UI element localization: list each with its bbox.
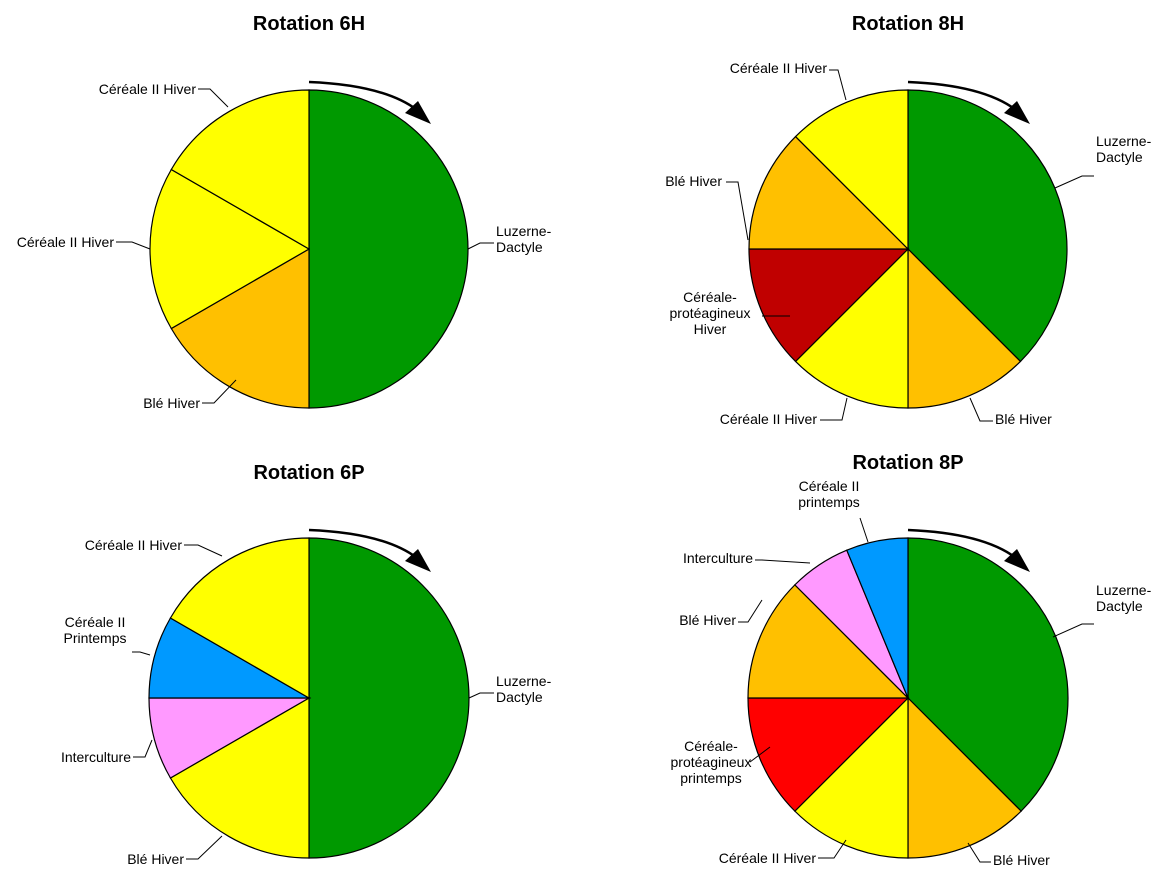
leader-line xyxy=(820,397,848,421)
pie-slice-ble-hiver xyxy=(748,135,910,250)
slice-label-ble-hiver: Blé Hiver xyxy=(143,395,200,411)
slice-label-cereale-ii-printemps: Céréale II printemps xyxy=(798,478,859,510)
pie-slice-cereale-proteagineux-hiver xyxy=(748,248,910,363)
chart-title: Rotation 8H xyxy=(852,13,964,35)
leader-line xyxy=(755,559,811,564)
slice-label-interculture: Interculture xyxy=(61,749,131,765)
leader-line xyxy=(198,88,229,108)
slice-label-cereale-ii-hiver: Céréale II Hiver xyxy=(730,60,828,76)
leader-line xyxy=(969,397,993,422)
slice-label-cereale-ii-hiver: Céréale II Hiver xyxy=(17,234,115,250)
chart-title: Rotation 8P xyxy=(852,452,963,474)
leader-line xyxy=(829,69,847,101)
leader-line xyxy=(967,842,991,863)
pie-slice-luzerne-dactyle xyxy=(907,537,1069,812)
leader-line xyxy=(467,242,494,250)
leader-line xyxy=(133,739,153,758)
pie-slice-ble-hiver xyxy=(747,584,910,699)
slice-label-cereale-proteagineux-printemps: Céréale-protéagineux printemps xyxy=(671,738,752,786)
rotation-direction-arrow-icon xyxy=(907,80,1030,124)
chart-title: Rotation 6H xyxy=(253,13,365,35)
chart-title: Rotation 6P xyxy=(253,462,364,484)
leader-line xyxy=(116,241,151,250)
slice-label-luzerne-dactyle: Luzerne-Dactyle xyxy=(496,673,552,705)
slice-label-cereale-proteagineux-hiver: Céréale-protéagineux Hiver xyxy=(670,289,751,337)
rotation-direction-arrow-icon xyxy=(308,80,431,124)
pie-chart-1: Rotation 6H Luzerne-Dactyle Blé Hiver Céréa… xyxy=(17,13,552,411)
slice-label-ble-hiver: Blé Hiver xyxy=(995,411,1052,427)
pie-chart-3: Rotation 6P Luzerne-Dactyle Blé Hiver Inter… xyxy=(61,462,552,867)
pie-slice-luzerne-dactyle xyxy=(308,537,470,859)
pie-slice-cereale-ii-hiver xyxy=(794,89,909,251)
leader-line xyxy=(749,746,771,763)
slice-label-cereale-ii-printemps: Céréale II Printemps xyxy=(63,614,126,646)
leader-line xyxy=(726,181,749,241)
leader-line xyxy=(132,651,151,656)
slice-label-luzerne-dactyle: Luzerne-Dactyle xyxy=(1096,133,1152,165)
pie-slice-cereale-ii-hiver xyxy=(794,247,909,409)
pie-slice-luzerne-dactyle xyxy=(308,89,469,409)
slice-label-luzerne-dactyle: Luzerne-Dactyle xyxy=(1096,582,1152,614)
pie-chart-4: Rotation 8P Luzerne-Dactyle Blé Hiver Céréa… xyxy=(671,452,1152,868)
pie-slice-ble-hiver xyxy=(169,696,310,859)
leader-line xyxy=(186,835,223,860)
leader-line xyxy=(184,544,223,557)
pie-chart-2: Rotation 8H Luzerne-Dactyle Blé Hiver Céréa… xyxy=(665,13,1151,427)
slice-label-ble-hiver: Blé Hiver xyxy=(679,612,736,628)
pie-slice-cereale-ii-hiver xyxy=(149,168,311,330)
leader-line xyxy=(1054,175,1094,189)
pie-slice-cereale-proteagineux-printemps xyxy=(747,697,910,812)
pie-slice-cereale-ii-hiver xyxy=(170,89,310,251)
slice-label-cereale-ii-hiver: Céréale II Hiver xyxy=(720,411,818,427)
slice-label-cereale-ii-hiver: Céréale II Hiver xyxy=(719,850,817,866)
pie-slice-cereale-ii-printemps xyxy=(845,537,909,699)
leader-line xyxy=(468,692,494,699)
slice-label-cereale-ii-hiver: Céréale II Hiver xyxy=(99,81,197,97)
pie-slice-cereale-ii-hiver xyxy=(169,537,310,700)
rotation-direction-arrow-icon xyxy=(907,528,1030,572)
pie-slice-luzerne-dactyle xyxy=(907,89,1068,363)
leader-line xyxy=(202,379,237,404)
rotation-direction-arrow-icon xyxy=(308,528,431,572)
leader-line xyxy=(859,517,869,543)
slice-label-ble-hiver: Blé Hiver xyxy=(993,852,1050,868)
slice-label-interculture: Interculture xyxy=(683,550,753,566)
slice-label-ble-hiver: Blé Hiver xyxy=(665,173,722,189)
leader-line xyxy=(738,599,763,623)
slice-label-cereale-ii-hiver: Céréale II Hiver xyxy=(85,537,183,553)
slice-label-luzerne-dactyle: Luzerne-Dactyle xyxy=(496,223,552,255)
leader-line xyxy=(1052,623,1094,638)
slice-label-ble-hiver: Blé Hiver xyxy=(127,851,184,867)
pie-slice-cereale-ii-hiver xyxy=(794,696,909,859)
leader-line xyxy=(818,839,847,859)
pie-slice-ble-hiver xyxy=(907,247,1022,409)
